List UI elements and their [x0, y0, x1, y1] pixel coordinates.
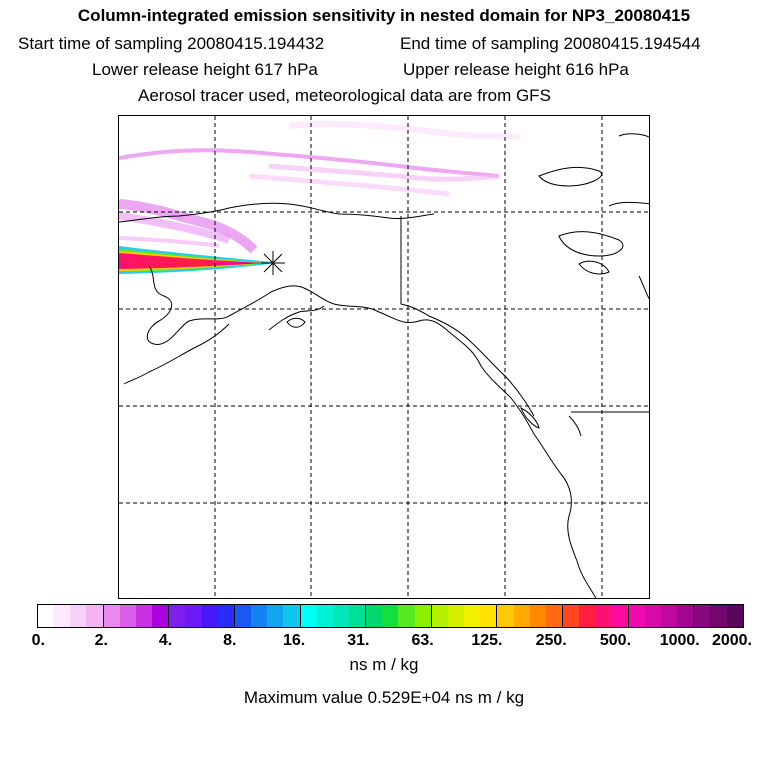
release-point-marker [261, 251, 285, 275]
colorbar-swatch [135, 605, 153, 627]
coast-wa-coast [568, 415, 582, 437]
colorbar-swatch [431, 605, 448, 627]
coast-arctic-islands-2 [558, 231, 624, 257]
coast-bc [533, 433, 597, 598]
start-time-label: Start time of sampling 20080415.194432 [18, 34, 325, 53]
colorbar-units: ns m / kg [349, 655, 419, 674]
colorbar-swatch [234, 605, 252, 627]
colorbar-swatch [366, 605, 383, 627]
colorbar-swatch [677, 605, 695, 627]
colorbar-swatch [710, 605, 727, 627]
colorbar-swatch [251, 605, 268, 627]
colorbar-swatch [595, 605, 612, 627]
colorbar-swatch [497, 605, 514, 627]
coast-arctic-islands-4 [618, 133, 649, 138]
colorbar-swatch [660, 605, 678, 627]
colorbar-tick-label: 0. [31, 632, 46, 649]
colorbar-swatch [103, 605, 120, 627]
plume-lower-wisp [119, 236, 220, 248]
coastlines [119, 133, 649, 598]
plume-mid-band-2 [119, 212, 231, 244]
plume-mid-wisp [248, 173, 450, 197]
colorbar-tick-label: 1000. [659, 632, 700, 649]
colorbar-swatch [316, 605, 333, 627]
colorbar-swatch [513, 605, 530, 627]
colorbar-tick-label: 2. [94, 632, 108, 649]
colorbar-swatch [382, 605, 399, 627]
colorbar-swatch [628, 605, 645, 627]
coast-arctic-islands-1 [538, 166, 602, 187]
coast-hudson [638, 275, 649, 300]
colorbar-tick-label: 125. [471, 632, 503, 649]
colorbar-swatch [348, 605, 367, 627]
colorbar-swatch [119, 605, 136, 627]
colorbar-swatch [54, 605, 71, 627]
colorbar-tick-label: 2000. [711, 632, 753, 649]
coast-vancouver-island [520, 406, 540, 429]
colorbar-swatch [464, 605, 481, 627]
coast-arctic-islands-3 [578, 260, 610, 275]
plume-upper-wisp [288, 120, 520, 140]
map-canvas [119, 116, 649, 598]
colorbar-swatch [201, 605, 218, 627]
graticule [119, 116, 649, 598]
plot-title: Column-integrated emission sensitivity i… [77, 6, 691, 25]
sensitivity-field [119, 120, 520, 274]
map-panel [118, 115, 650, 599]
colorbar-swatch [529, 605, 546, 627]
colorbar-swatch [70, 605, 87, 627]
plume-upper-band-faint [268, 163, 500, 182]
colorbar-swatch [38, 605, 55, 627]
colorbar-swatch [152, 605, 170, 627]
colorbar-swatch [283, 605, 301, 627]
plume-mid-band [119, 199, 258, 254]
colorbar-tick-label: 16. [282, 632, 306, 649]
lower-release-height: Lower release height 617 hPa [92, 60, 318, 79]
colorbar-swatch [398, 605, 415, 627]
end-time-label: End time of sampling 20080415.194544 [400, 34, 701, 53]
coast-alaska-south [303, 287, 535, 435]
colorbar-swatch [480, 605, 498, 627]
colorbar-tick-label: 4. [158, 632, 173, 649]
plume-upper-band [119, 148, 500, 178]
upper-release-height: Upper release height 616 hPa [403, 60, 629, 79]
border-alaska-canada [400, 216, 535, 417]
colorbar-swatch [563, 605, 580, 627]
borders [400, 216, 649, 417]
colorbar-swatch [217, 605, 235, 627]
colorbar-tick-label: 63. [411, 632, 434, 649]
coast-alaska-north [119, 202, 435, 223]
colorbar-swatch [447, 605, 465, 627]
colorbar-swatch [332, 605, 349, 627]
maximum-value: Maximum value 0.529E+04 ns m / kg [243, 688, 525, 707]
colorbar-tick-label: 8. [223, 632, 237, 649]
colorbar-swatch [579, 605, 596, 627]
colorbar-tick-labels: 0. 2. 4. 8. 16. 31. 63. 125. 250. 500. 1000. 2000. [0, 632, 768, 652]
colorbar-swatch [185, 605, 202, 627]
colorbar-swatch [169, 605, 186, 627]
colorbar-swatch [545, 605, 563, 627]
colorbar-swatch [694, 605, 711, 627]
colorbar-tick-label: 500. [599, 632, 632, 649]
colorbar-swatch [86, 605, 104, 627]
colorbar-tick-label: 31. [347, 632, 370, 649]
coast-alaska-west [146, 265, 305, 345]
colorbar-swatch [611, 605, 629, 627]
colorbar-swatch [644, 605, 661, 627]
colorbar-swatch [414, 605, 432, 627]
colorbar-tick-label: 250. [535, 632, 567, 649]
coast-aleutians [123, 323, 230, 385]
coast-arctic-islands-5 [608, 201, 649, 207]
plume-main-core [119, 253, 264, 269]
colorbar-swatch [726, 605, 743, 627]
colorbar-swatch [267, 605, 284, 627]
colorbar-swatch [300, 605, 317, 627]
coast-kodiak [286, 317, 306, 328]
colorbar [37, 604, 744, 628]
tracer-info: Aerosol tracer used, meteorological data… [138, 86, 551, 105]
